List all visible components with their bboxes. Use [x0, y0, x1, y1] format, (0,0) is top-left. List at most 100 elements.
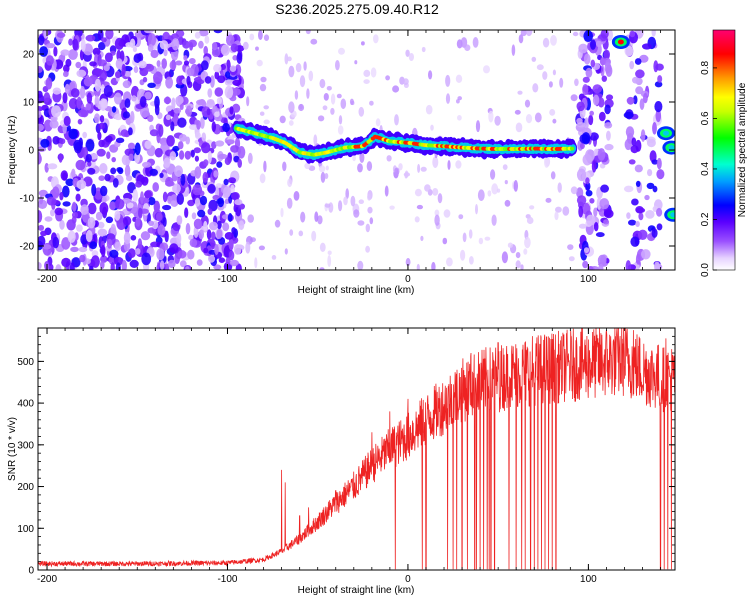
heatmap-noise-cell — [62, 185, 70, 198]
heatmap-faint-cell — [303, 61, 307, 71]
heatmap-noise-cell — [99, 163, 108, 174]
heatmap-noise-cell — [87, 167, 96, 175]
heatmap-faint-cell — [330, 107, 335, 115]
heatmap-faint-cell — [529, 205, 535, 210]
heatmap-noise-cell — [162, 216, 167, 228]
heatmap-noise-cell — [578, 205, 584, 218]
heatmap-noise-cell — [656, 207, 663, 217]
heatmap-noise-cell — [64, 83, 70, 95]
y-tick-label: 200 — [17, 482, 34, 493]
x-tick-label: -200 — [37, 574, 57, 585]
heatmap-noise-cell — [100, 185, 108, 197]
heatmap-noise-cell — [43, 92, 51, 103]
heatmap-noise-cell — [637, 229, 648, 240]
heatmap-faint-cell — [246, 96, 250, 107]
heatmap-noise-cell — [593, 222, 599, 232]
heatmap-faint-cell — [311, 230, 317, 242]
heatmap-faint-cell — [357, 220, 365, 226]
heatmap-faint-cell — [442, 237, 448, 245]
heatmap-faint-cell — [462, 232, 467, 243]
heatmap-noise-cell — [87, 161, 92, 167]
heatmap-noise-cell — [583, 247, 590, 254]
heatmap-faint-cell — [491, 214, 497, 226]
heatmap-noise-cell — [203, 247, 209, 254]
heatmap-noise-cell — [69, 262, 75, 270]
heatmap-noise-cell — [623, 111, 634, 119]
heatmap-faint-cell — [317, 215, 323, 225]
heatmap-noise-cell — [78, 246, 88, 253]
heatmap-noise-cell — [177, 176, 182, 186]
heatmap-noise-cell — [46, 196, 57, 206]
heatmap-noise-cell — [191, 212, 197, 220]
heatmap-noise-cell — [211, 121, 216, 133]
heatmap-noise-cell — [114, 198, 125, 210]
heatmap-noise-cell — [624, 45, 634, 57]
heatmap-noise-cell — [635, 253, 641, 265]
heatmap-noise-cell — [605, 64, 613, 77]
heatmap-noise-cell — [165, 114, 171, 121]
heatmap-faint-cell — [369, 100, 374, 106]
heatmap-noise-cell — [592, 84, 602, 94]
heatmap-noise-cell — [113, 257, 124, 266]
heatmap-noise-cell — [98, 175, 105, 181]
heatmap-noise-cell — [171, 97, 176, 110]
heatmap-noise-cell — [79, 49, 85, 61]
colorbar-tick-label: 0.8 — [700, 61, 711, 75]
heatmap-noise-cell — [635, 180, 641, 187]
heatmap-noise-cell — [45, 55, 54, 66]
heatmap-noise-cell — [105, 135, 113, 143]
heatmap-noise-cell — [583, 53, 591, 65]
heatmap-noise-cell — [651, 30, 656, 37]
heatmap-noise-cell — [626, 212, 631, 220]
heatmap-noise-cell — [124, 71, 132, 77]
heatmap-noise-cell — [110, 262, 115, 270]
heatmap-noise-cell — [216, 228, 223, 240]
heatmap-noise-cell — [654, 261, 660, 270]
heatmap-faint-cell — [524, 99, 531, 108]
heatmap-noise-cell — [193, 147, 201, 154]
heatmap-noise-cell — [635, 86, 644, 95]
heatmap-noise-cell — [643, 92, 648, 104]
heatmap-noise-cell — [147, 44, 154, 52]
y-tick-label: 400 — [17, 399, 34, 410]
heatmap-noise-cell — [217, 75, 226, 84]
heatmap-noise-cell — [97, 131, 102, 141]
heatmap-noise-cell — [656, 157, 662, 170]
heatmap-noise-cell — [60, 49, 70, 56]
heatmap-noise-cell — [218, 257, 226, 264]
heatmap-faint-cell — [394, 114, 399, 126]
heatmap-noise-cell — [90, 255, 100, 268]
heatmap-faint-cell — [487, 190, 492, 197]
heatmap-noise-cell — [626, 96, 635, 105]
y-tick-label: 100 — [17, 524, 34, 535]
heatmap-noise-cell — [208, 254, 216, 263]
heatmap-noise-cell — [194, 31, 201, 39]
heatmap-noise-cell — [210, 75, 215, 88]
heatmap-faint-cell — [458, 214, 464, 220]
heatmap-faint-cell — [434, 214, 440, 226]
heatmap-noise-cell — [58, 153, 63, 163]
heatmap-noise-cell — [214, 87, 224, 97]
heatmap-noise-cell — [206, 108, 211, 116]
heatmap-noise-cell — [142, 111, 150, 117]
heatmap-faint-cell — [294, 90, 299, 100]
heatmap-noise-cell — [195, 131, 201, 139]
heatmap-faint-cell — [259, 83, 267, 92]
heatmap-noise-cell — [222, 222, 230, 232]
heatmap-noise-cell — [72, 38, 79, 51]
heatmap-noise-cell — [130, 110, 135, 124]
heatmap-noise-cell — [229, 106, 234, 115]
heatmap-faint-cell — [555, 206, 562, 213]
heatmap-noise-cell — [80, 38, 86, 52]
heatmap-noise-cell — [238, 203, 245, 210]
heatmap-noise-cell — [598, 97, 605, 108]
heatmap-noise-cell — [94, 78, 102, 92]
heatmap-noise-cell — [139, 96, 147, 108]
heatmap-noise-cell — [585, 181, 591, 191]
heatmap-faint-cell — [477, 189, 485, 201]
heatmap-noise-cell — [189, 42, 194, 51]
heatmap-faint-cell — [367, 193, 372, 201]
heatmap-noise-cell — [147, 82, 156, 89]
heatmap-noise-cell — [115, 71, 121, 79]
